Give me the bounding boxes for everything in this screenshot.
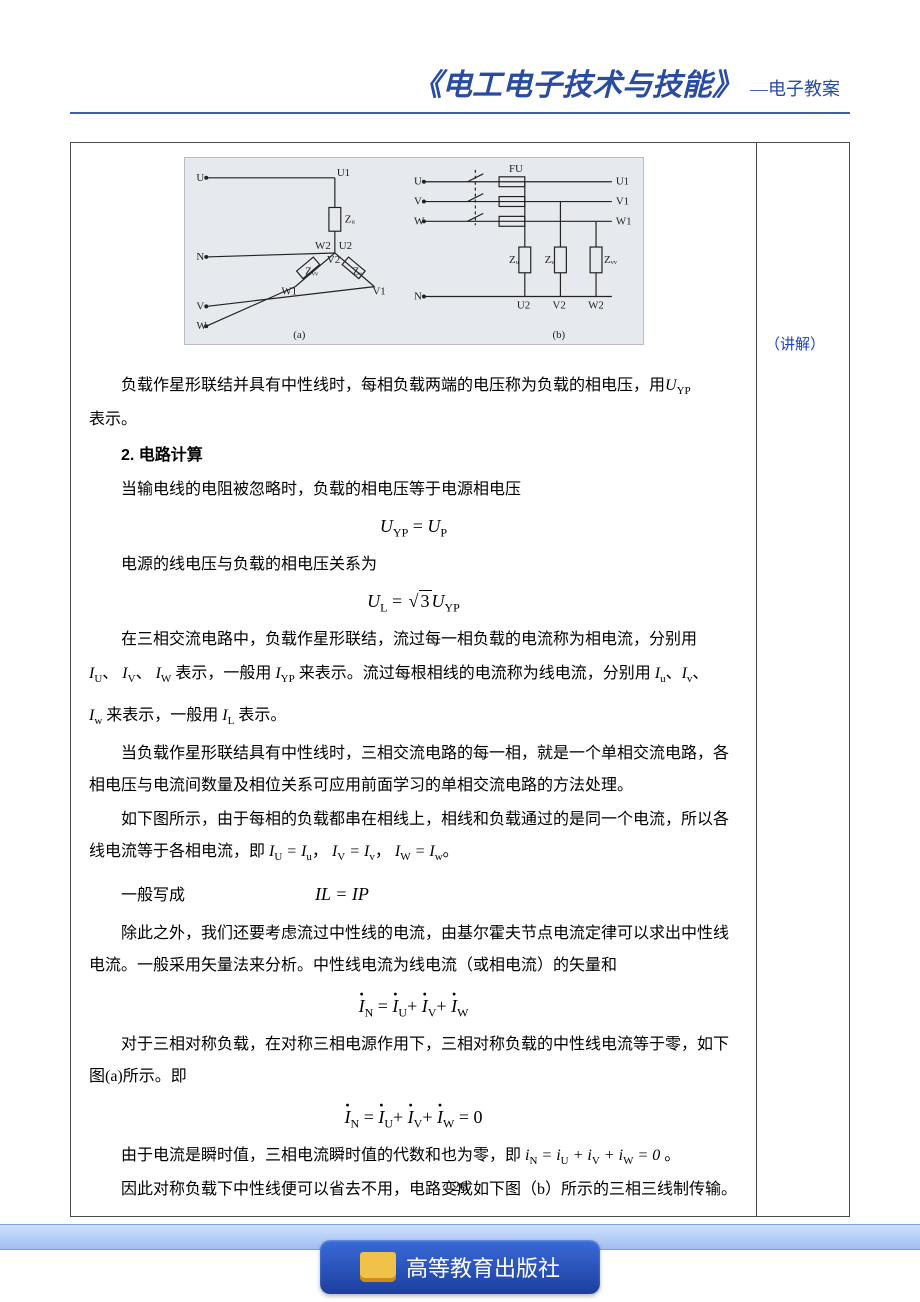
para-4: 在三相交流电路中，负载作星形联结，流过每一相负载的电流称为相电流，分别用 xyxy=(89,624,738,656)
svg-text:U1: U1 xyxy=(615,176,628,188)
para-4-line2: IU、 IV、 IW 表示，一般用 IYP 来表示。流过每根相线的电流称为线电流… xyxy=(89,658,738,690)
header-title: 《电工电子技术与技能》 xyxy=(412,69,742,102)
sym-uyp: UYP xyxy=(665,377,691,394)
side-column: （讲解） xyxy=(757,143,849,1216)
sym-IV: IV xyxy=(122,665,135,682)
svg-text:W1: W1 xyxy=(615,215,631,227)
sym-IYP: IYP xyxy=(275,665,294,682)
svg-text:V2: V2 xyxy=(326,254,339,266)
sym-Iv: Iv xyxy=(682,665,693,682)
para-8: 一般写成 xyxy=(89,880,185,912)
para-3: 电源的线电压与负载的相电压关系为 xyxy=(89,549,738,581)
publisher-badge: 高等教育出版社 xyxy=(320,1240,600,1294)
svg-text:U1: U1 xyxy=(336,167,349,179)
svg-text:FU: FU xyxy=(508,163,522,175)
diagram-caption-a: (a) xyxy=(293,329,305,341)
para-9: 除此之外，我们还要考虑流过中性线的电流，由基尔霍夫节点电流定律可以求出中性线电流… xyxy=(89,918,738,982)
sym-IU: IU xyxy=(89,665,102,682)
sym-IW: IW xyxy=(156,665,172,682)
svg-text:Zᵥ: Zᵥ xyxy=(544,254,555,266)
svg-text:V1: V1 xyxy=(615,196,628,208)
svg-text:N: N xyxy=(414,290,422,302)
svg-text:Zᵥᵥ: Zᵥᵥ xyxy=(305,266,319,278)
sym-Iw: Iw xyxy=(89,707,102,724)
p4a: 在三相交流电路中，负载作星形联结，流过每一相负载的电流称为相电流，分别用 xyxy=(121,631,697,648)
equation-4-row: 一般写成 IL = IP xyxy=(89,876,738,912)
eq3a: IU = Iu xyxy=(269,843,312,860)
eq7-inline: iN = iU + iV + iW = 0 xyxy=(525,1147,660,1164)
para-1b-text: 表示。 xyxy=(89,411,137,428)
page-footer: 高等教育出版社 xyxy=(0,1224,920,1302)
content-frame: U U1 Zᵤ W2U2 ZᵥᵥZᵥ W1V2V1 N V W xyxy=(70,142,850,1217)
svg-text:Zᵤ: Zᵤ xyxy=(344,213,355,225)
para-5: Iw 来表示，一般用 IL 表示。 xyxy=(89,700,738,732)
svg-text:U: U xyxy=(196,172,204,184)
para-1-text-a: 负载作星形联结并具有中性线时，每相负载两端的电压称为负载的相电压，用 xyxy=(121,377,665,394)
sym-IL: IL xyxy=(222,707,234,724)
svg-text:V: V xyxy=(196,300,204,312)
svg-text:U2: U2 xyxy=(338,240,351,252)
circuit-svg: U U1 Zᵤ W2U2 ZᵥᵥZᵥ W1V2V1 N V W xyxy=(185,158,643,344)
para-11: 由于电流是瞬时值，三相电流瞬时值的代数和也为零，即 iN = iU + iV +… xyxy=(89,1140,738,1172)
svg-text:Zᵤ: Zᵤ xyxy=(508,254,519,266)
para-10: 对于三相对称负载，在对称三相电源作用下，三相对称负载的中性线电流等于零，如下图(… xyxy=(89,1029,738,1093)
svg-text:W2: W2 xyxy=(588,299,604,311)
para-2: 当输电线的电阻被忽略时，负载的相电压等于电源相电压 xyxy=(89,474,738,506)
circuit-diagram-wrap: U U1 Zᵤ W2U2 ZᵥᵥZᵥ W1V2V1 N V W xyxy=(89,157,738,356)
eq3b: IV = Iv xyxy=(332,843,375,860)
svg-text:Zᵥᵥ: Zᵥᵥ xyxy=(603,254,617,266)
svg-text:V1: V1 xyxy=(372,286,385,298)
svg-text:U: U xyxy=(414,176,422,188)
heading-2: 2. 电路计算 xyxy=(89,440,738,472)
equation-1: UYP = UP xyxy=(89,512,738,543)
p11a: 由于电流是瞬时值，三相电流瞬时值的代数和也为零，即 xyxy=(121,1147,521,1164)
svg-text:Zᵥ: Zᵥ xyxy=(352,266,363,278)
sym-Iu: Iu xyxy=(655,665,666,682)
page: 《电工电子技术与技能》 —电子教案 U U1 Zᵤ W2 U2 xyxy=(0,0,920,1302)
page-number: 26 xyxy=(0,1179,920,1196)
page-header: 《电工电子技术与技能》 —电子教案 xyxy=(70,60,850,114)
para-6: 当负载作星形联结具有中性线时，三相交流电路的每一相，就是一个单相交流电路，各相电… xyxy=(89,738,738,802)
eq3c: IW = Iw xyxy=(395,843,443,860)
para-1b: 表示。 xyxy=(89,404,738,436)
svg-text:V: V xyxy=(414,196,422,208)
publisher-name: 高等教育出版社 xyxy=(406,1251,560,1283)
svg-text:U2: U2 xyxy=(516,299,529,311)
equation-6: IN = IU+ IV+ IW = 0 xyxy=(89,1103,738,1134)
book-icon xyxy=(360,1252,396,1282)
svg-text:V2: V2 xyxy=(552,299,565,311)
header-subtitle: —电子教案 xyxy=(750,79,840,99)
para-7: 如下图所示，由于每相的负载都串在相线上，相线和负载通过的是同一个电流，所以各线电… xyxy=(89,804,738,868)
svg-text:N: N xyxy=(196,251,204,263)
main-column: U U1 Zᵤ W2U2 ZᵥᵥZᵥ W1V2V1 N V W xyxy=(71,143,757,1216)
svg-text:W2: W2 xyxy=(315,240,331,252)
circuit-diagram: U U1 Zᵤ W2U2 ZᵥᵥZᵥ W1V2V1 N V W xyxy=(184,157,644,345)
equation-5: IN = IU+ IV+ IW xyxy=(89,992,738,1023)
equation-4: IL = IP xyxy=(185,876,738,912)
equation-2: UL = 3UYP xyxy=(89,587,738,618)
diagram-caption-b: (b) xyxy=(552,329,565,341)
side-note: （讲解） xyxy=(763,333,843,354)
para-1: 负载作星形联结并具有中性线时，每相负载两端的电压称为负载的相电压，用UYP xyxy=(89,370,738,402)
